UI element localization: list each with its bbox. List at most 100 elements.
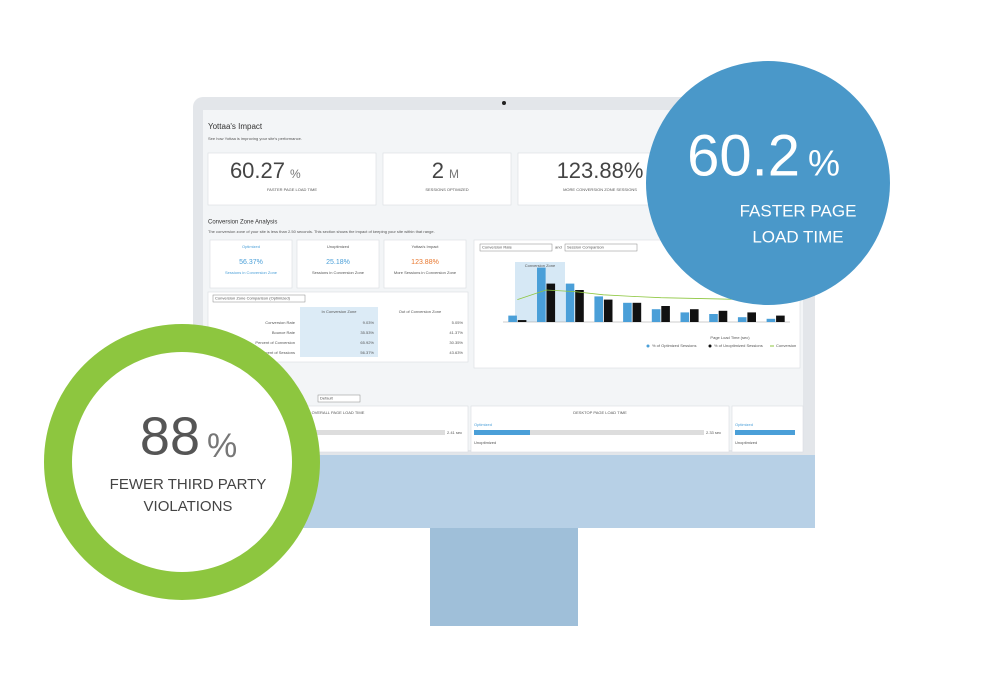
bar — [776, 315, 785, 322]
legend-swatch — [646, 344, 650, 348]
progress — [474, 430, 530, 435]
kpi-unit: % — [290, 167, 301, 181]
bar — [575, 290, 584, 322]
kpi-value: 2 — [432, 158, 444, 183]
bar — [603, 299, 613, 322]
track — [474, 430, 704, 435]
kpi-value: 123.88% — [557, 158, 644, 183]
cell: 35.53% — [360, 330, 374, 335]
th: In Conversion Zone — [322, 309, 358, 314]
cell: 56.37% — [360, 350, 374, 355]
callout-ring — [44, 324, 320, 600]
select[interactable] — [479, 243, 553, 252]
zone-label: Sessions in Conversion Zone — [312, 270, 365, 275]
section-text: The conversion zone of your site is less… — [208, 229, 435, 234]
cell: 65.92% — [360, 340, 374, 345]
bar — [508, 315, 517, 322]
bar — [689, 309, 699, 322]
kpi-value: 60.27 — [230, 158, 285, 183]
bar — [565, 283, 575, 322]
bar — [747, 312, 756, 322]
callout-line: FEWER THIRD PARTY — [110, 476, 267, 493]
bar — [651, 309, 661, 322]
select-text[interactable]: Conversion Rate — [482, 245, 513, 250]
zone-cards: Optimized 56.37% Sessions in Conversion Zo… — [209, 239, 467, 289]
callout-unit: % — [207, 427, 237, 465]
kpi-label: FASTER PAGE LOAD TIME — [267, 187, 317, 192]
cell: 43.63% — [449, 350, 463, 355]
kpi-card — [382, 152, 512, 206]
card-value: 2.33 sec — [706, 430, 721, 435]
dash-title: Yottaa's Impact — [208, 122, 263, 131]
chart: % of Optimized Sessions % of Unoptimized … — [503, 267, 796, 348]
cell: 41.37% — [449, 330, 463, 335]
legend-label: % of Optimized Sessions — [652, 343, 696, 348]
load-card — [731, 405, 804, 453]
card-value: 2.41 sec — [447, 430, 462, 435]
zone-label: More Sessions in Conversion Zone — [394, 270, 457, 275]
select-joiner: and — [555, 245, 562, 250]
callout-circle — [646, 61, 890, 305]
zone-value: 25.18% — [326, 259, 350, 266]
row-label: Percent of Sessions — [259, 350, 295, 355]
zone-label: Sessions in Conversion Zone — [225, 270, 278, 275]
bar — [680, 312, 690, 322]
zone-title: Optimized — [242, 244, 260, 249]
stand — [430, 520, 578, 626]
x-axis-label: Page Load Time (sec) — [710, 335, 750, 340]
row-label: Bounce Rate — [272, 330, 296, 335]
callout-line: VIOLATIONS — [144, 498, 233, 515]
highlight — [300, 307, 378, 357]
bar — [709, 314, 718, 322]
kpi-card — [207, 152, 377, 206]
opt-label: Optimized — [474, 422, 492, 427]
kpi-label: SESSIONS OPTIMIZED — [425, 187, 468, 192]
select[interactable] — [317, 394, 361, 403]
row-label: Conversion Rate — [265, 320, 296, 325]
bar — [737, 317, 747, 322]
track — [300, 430, 445, 435]
bar — [766, 318, 776, 322]
kpi-card — [517, 152, 669, 206]
kpi-unit: M — [449, 167, 459, 181]
table: In Conversion Zone Out of Conversion Zone… — [255, 309, 463, 355]
bar — [546, 283, 556, 322]
bar — [594, 296, 604, 322]
legend-swatch — [708, 344, 712, 348]
zone-card — [209, 239, 293, 289]
th: Out of Conversion Zone — [399, 309, 442, 314]
cell: 9.03% — [363, 320, 375, 325]
bar — [718, 310, 728, 322]
callout-value: 88 — [140, 406, 200, 466]
cell: 5.05% — [452, 320, 464, 325]
zone-title: Yottaa's Impact — [411, 244, 439, 249]
zone-title: Unoptimized — [327, 244, 349, 249]
select[interactable] — [564, 243, 638, 252]
kpi-label: MORE CONVERSION ZONE SESSIONS — [563, 187, 637, 192]
select-text[interactable]: Default — [320, 396, 334, 401]
camera — [502, 101, 506, 105]
callout-unit: % — [808, 143, 840, 184]
callout-value: 60.2 — [687, 123, 800, 188]
opt-label: Optimized — [735, 422, 753, 427]
callout-line: FASTER PAGE — [740, 201, 857, 220]
legend-label: Conversion — [776, 343, 796, 348]
select-text[interactable]: Conversion Zone Comparison (Optimized) — [215, 296, 291, 301]
band-label: Conversion Zone — [525, 263, 556, 268]
section-title: Conversion Zone Analysis — [208, 220, 277, 226]
row-label: Percent of Conversion — [255, 340, 295, 345]
card-title: DESKTOP PAGE LOAD TIME — [573, 410, 627, 415]
bar — [517, 320, 527, 322]
unopt-label: Unoptimized — [474, 440, 496, 445]
progress — [735, 430, 795, 435]
zone-value: 123.88% — [411, 259, 439, 266]
zone-card — [383, 239, 467, 289]
callout-line: LOAD TIME — [752, 227, 843, 246]
select[interactable] — [212, 294, 306, 303]
dash-subtitle: See how Yottaa is improving your site's … — [208, 136, 302, 141]
load-card — [470, 405, 730, 453]
select-text[interactable]: Session Comparison — [567, 245, 604, 250]
